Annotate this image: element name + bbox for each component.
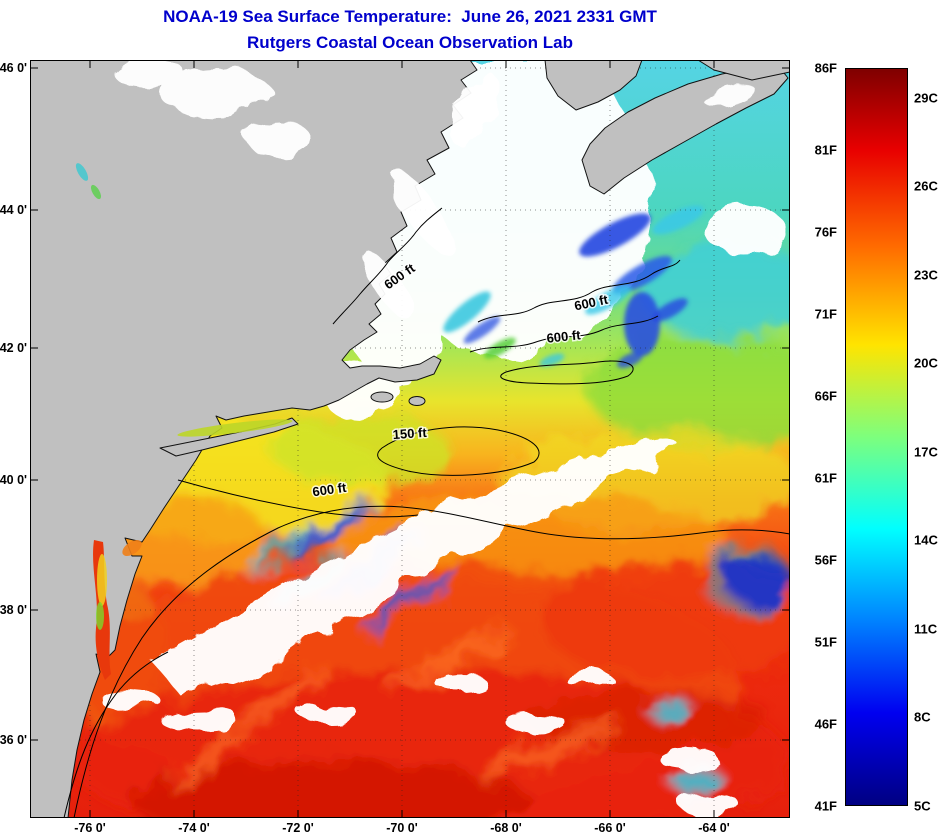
longitude-axis-labels: -76 0' -74 0' -72 0' -70 0' -68 0' -66 0… [30, 821, 790, 832]
cb-f-46: 46F [814, 716, 837, 732]
contour-label-layer: 600 ft 600 ft 600 ft 150 ft 600 ft [310, 259, 611, 501]
contour-label-600ft-gulf-lower: 600 ft [546, 327, 582, 346]
cloud-cover-over-land [112, 58, 756, 320]
cb-c-20: 20C [914, 355, 938, 371]
nantucket [408, 396, 426, 406]
lon-tick-68: -68 0' [490, 821, 522, 832]
cb-f-71: 71F [814, 306, 837, 322]
lat-tick-42: 42 0' [0, 341, 27, 355]
latitude-axis-labels: 46 0' 44 0' 42 0' 40 0' 38 0' 36 0' [0, 60, 28, 818]
axis-tick-marks [30, 60, 790, 818]
page-title: NOAA-19 Sea Surface Temperature: June 26… [163, 7, 657, 26]
map-border [30, 60, 790, 818]
contour-label-150ft-georges: 150 ft [392, 425, 428, 442]
lon-tick-64: -64 0' [698, 821, 730, 832]
colorbar-fahrenheit-labels: 86F 81F 76F 71F 66F 61F 56F 51F 46F 41F [796, 61, 840, 814]
header: NOAA-19 Sea Surface Temperature: June 26… [30, 4, 790, 57]
lon-tick-66: -66 0' [594, 821, 626, 832]
lon-tick-76: -76 0' [74, 821, 106, 832]
cb-c-29: 29C [914, 90, 938, 106]
cb-f-86: 86F [814, 60, 837, 76]
cold-water-patches [443, 205, 704, 369]
page-subtitle: Rutgers Coastal Ocean Observation Lab [247, 33, 573, 53]
lat-tick-44: 44 0' [0, 203, 27, 217]
lat-tick-46: 46 0' [0, 61, 27, 75]
lat-tick-36: 36 0' [0, 733, 27, 747]
cb-c-14: 14C [914, 532, 938, 548]
sst-map-image: 600 ft 600 ft 600 ft 150 ft 600 ft [29, 58, 830, 832]
delaware-bay-water [122, 540, 142, 556]
cb-c-17: 17C [914, 444, 938, 460]
cb-f-76: 76F [814, 224, 837, 240]
lon-tick-74: -74 0' [178, 821, 210, 832]
long-island-sound-water [177, 419, 293, 437]
cb-c-8: 8C [914, 709, 931, 725]
cb-f-51: 51F [814, 634, 837, 650]
cb-c-23: 23C [914, 267, 938, 283]
cb-c-11: 11C [914, 621, 938, 637]
cb-f-56: 56F [814, 552, 837, 568]
colorbar-celsius-labels: 29C 26C 23C 20C 17C 14C 11C 8C 5C [913, 68, 944, 814]
cb-c-5: 5C [914, 798, 931, 814]
lon-tick-70: -70 0' [386, 821, 418, 832]
new-brunswick [544, 59, 643, 111]
cb-f-61: 61F [814, 470, 837, 486]
map-plot-area: 600 ft 600 ft 600 ft 150 ft 600 ft [29, 58, 830, 832]
estuary-waters [75, 163, 293, 680]
cb-c-26: 26C [914, 178, 938, 194]
marthas-vineyard [370, 391, 394, 403]
lat-tick-38: 38 0' [0, 603, 27, 617]
cb-f-81: 81F [814, 142, 837, 158]
depth-contours [63, 207, 791, 819]
lat-tick-40: 40 0' [0, 473, 27, 487]
temperature-colorbar [845, 68, 908, 806]
cb-f-66: 66F [814, 388, 837, 404]
cb-f-41: 41F [814, 798, 837, 814]
lon-tick-72: -72 0' [282, 821, 314, 832]
contour-label-600ft-shelf: 600 ft [312, 480, 348, 500]
